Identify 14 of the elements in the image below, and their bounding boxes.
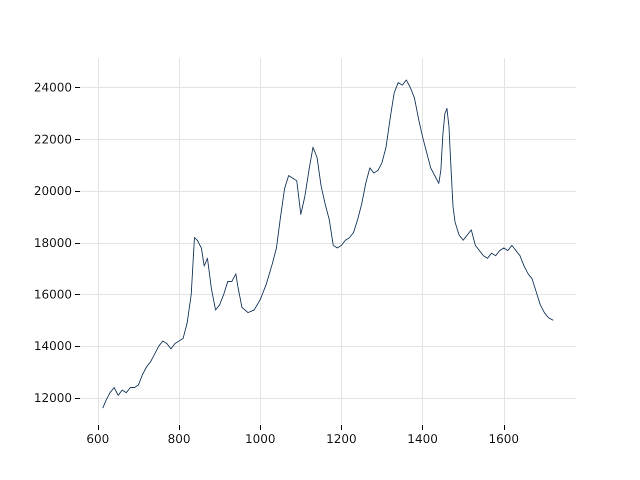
line-series [102, 79, 554, 409]
x-tick-label: 800 [168, 432, 190, 446]
y-tick-label: 22000 [34, 132, 72, 146]
y-tick-label: 16000 [34, 287, 72, 302]
y-tick-label: 24000 [34, 80, 72, 95]
y-tick-label: 18000 [34, 236, 72, 250]
y-tick-label: 20000 [34, 184, 72, 198]
x-tick-label: 600 [86, 432, 110, 446]
x-tick-label: 1400 [407, 432, 438, 446]
x-tick-label: 1600 [488, 432, 520, 446]
x-tick-label: 1000 [244, 432, 276, 446]
y-tick-label: 14000 [34, 339, 72, 354]
y-tick-label: 12000 [34, 390, 72, 405]
x-tick-label: 1200 [326, 432, 357, 446]
